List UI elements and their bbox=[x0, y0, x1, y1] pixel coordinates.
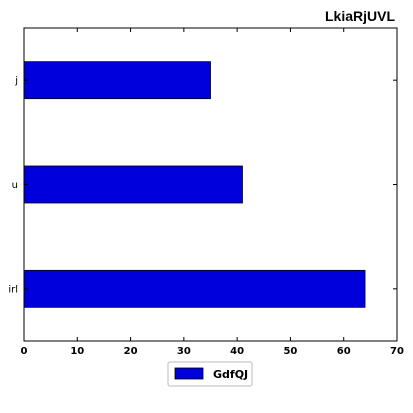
xtick-label-50: 50 bbox=[283, 346, 297, 357]
bar-irl bbox=[23, 269, 366, 308]
xtick-label-40: 40 bbox=[230, 346, 244, 357]
xtick-label-20: 20 bbox=[124, 346, 138, 357]
ytick-label-j: j bbox=[14, 76, 18, 87]
x-axis-ticks: 0 10 20 30 40 50 60 70 bbox=[21, 28, 404, 357]
bar-u bbox=[23, 165, 243, 204]
legend: GdfQJ bbox=[167, 361, 253, 387]
chart-title: LkiaRjUVL bbox=[325, 8, 395, 24]
xtick-label-0: 0 bbox=[21, 346, 28, 357]
bars-group bbox=[23, 61, 366, 308]
y-axis-ticks: irl u j bbox=[8, 76, 397, 295]
legend-swatch bbox=[174, 367, 204, 380]
ytick-label-u: u bbox=[12, 180, 18, 191]
xtick-label-70: 70 bbox=[390, 346, 404, 357]
xtick-label-60: 60 bbox=[337, 346, 351, 357]
xtick-label-30: 30 bbox=[177, 346, 191, 357]
ytick-label-irl: irl bbox=[8, 284, 18, 295]
legend-label: GdfQJ bbox=[213, 368, 248, 381]
bar-j bbox=[23, 61, 211, 100]
xtick-label-10: 10 bbox=[70, 346, 84, 357]
